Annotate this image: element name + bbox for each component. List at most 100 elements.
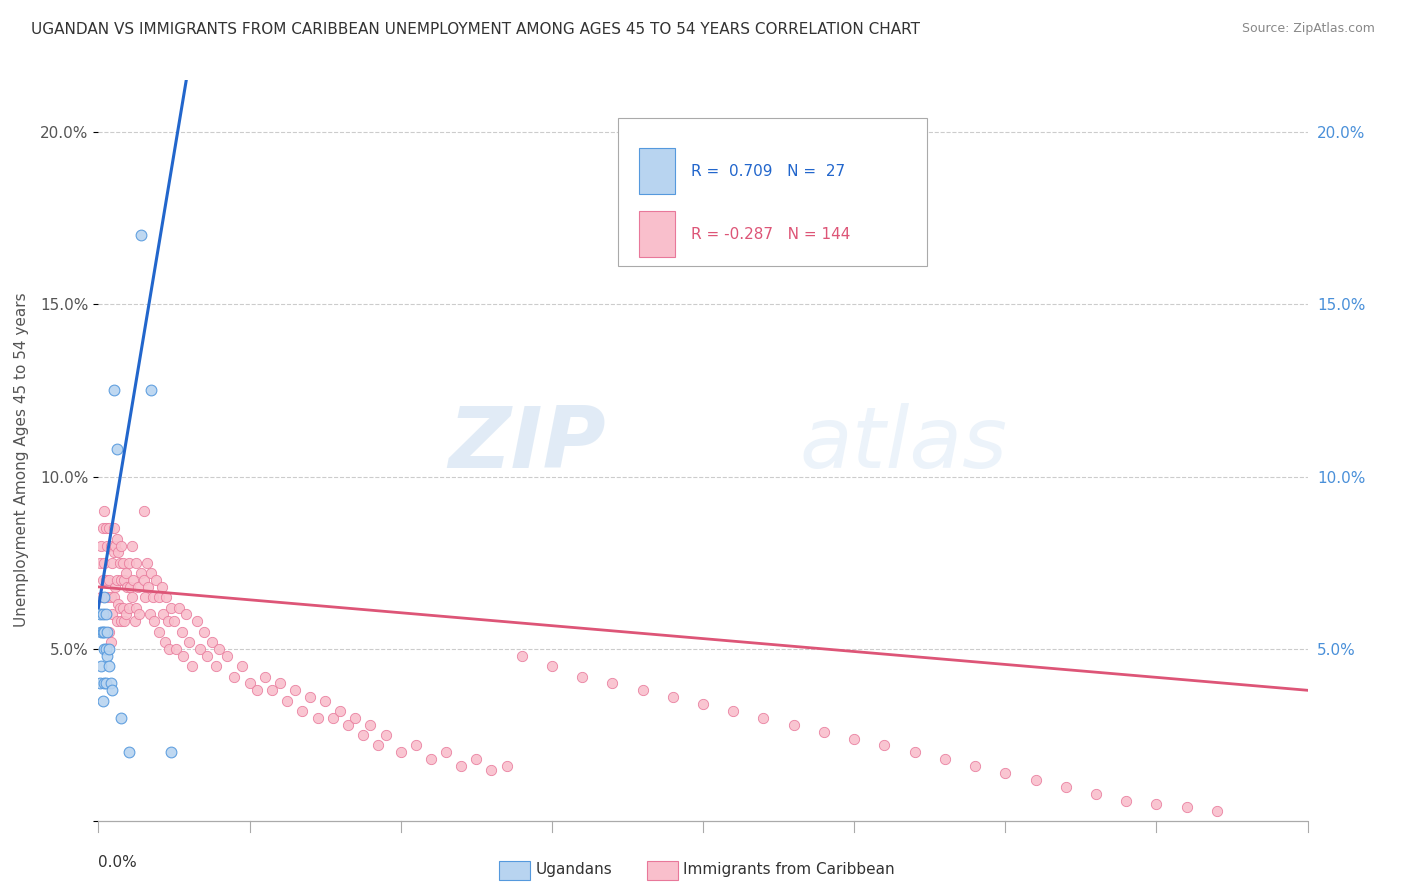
Point <box>179 635 201 649</box>
Point <box>661 690 683 705</box>
Point <box>111 556 134 570</box>
Point <box>112 573 135 587</box>
Point <box>360 717 382 731</box>
Text: Ugandans: Ugandans <box>536 863 613 877</box>
Point <box>124 615 146 629</box>
Point <box>481 763 503 777</box>
Point <box>405 739 427 753</box>
Point <box>112 615 135 629</box>
Point <box>103 545 125 559</box>
Point <box>450 759 472 773</box>
Point <box>145 573 167 587</box>
Point <box>110 615 132 629</box>
Point <box>93 607 115 622</box>
Point <box>434 745 457 759</box>
Point <box>276 693 298 707</box>
Point <box>284 683 307 698</box>
Point <box>105 573 128 587</box>
Point <box>329 704 352 718</box>
Point <box>128 607 150 622</box>
Point <box>136 580 159 594</box>
Point <box>105 532 128 546</box>
Point <box>336 717 359 731</box>
Point <box>93 591 115 605</box>
Point <box>114 566 136 581</box>
Point <box>90 624 112 639</box>
Point <box>96 591 118 605</box>
Text: ZIP: ZIP <box>449 402 606 486</box>
Point <box>103 591 125 605</box>
Point <box>94 642 117 657</box>
Point <box>160 745 183 759</box>
Point <box>571 669 593 683</box>
Point <box>165 642 187 657</box>
Point <box>150 580 173 594</box>
Point <box>344 711 367 725</box>
Point <box>110 573 132 587</box>
Point <box>188 642 211 657</box>
Point <box>91 607 114 622</box>
Point <box>155 591 177 605</box>
Point <box>93 642 115 657</box>
Point <box>314 693 336 707</box>
Point <box>89 607 111 622</box>
Point <box>813 724 835 739</box>
Text: Source: ZipAtlas.com: Source: ZipAtlas.com <box>1241 22 1375 36</box>
Point <box>994 766 1017 780</box>
Point <box>299 690 322 705</box>
Point <box>1024 772 1046 787</box>
Point <box>1085 787 1108 801</box>
Point <box>135 556 157 570</box>
Point <box>105 615 128 629</box>
Point <box>107 597 129 611</box>
Point <box>215 648 238 663</box>
Point <box>153 635 176 649</box>
Point <box>510 648 533 663</box>
Point <box>752 711 775 725</box>
Point <box>91 573 114 587</box>
Point <box>90 659 112 673</box>
Point <box>93 624 115 639</box>
Point <box>193 624 215 639</box>
Point <box>420 752 443 766</box>
Point <box>89 556 111 570</box>
Point <box>495 759 517 773</box>
Point <box>121 591 143 605</box>
Point <box>120 580 142 594</box>
Point <box>104 580 127 594</box>
Point <box>125 556 148 570</box>
Point <box>141 384 163 398</box>
Point <box>322 711 344 725</box>
Point <box>1206 804 1229 818</box>
Point <box>110 711 132 725</box>
Text: 0.0%: 0.0% <box>98 855 138 871</box>
Point <box>90 539 112 553</box>
Y-axis label: Unemployment Among Ages 45 to 54 years: Unemployment Among Ages 45 to 54 years <box>14 292 30 627</box>
Point <box>100 539 122 553</box>
Point <box>246 683 269 698</box>
Point <box>96 539 118 553</box>
Point <box>148 591 170 605</box>
Bar <box>638 148 675 194</box>
Point <box>118 556 141 570</box>
Point <box>904 745 927 759</box>
Point <box>224 669 246 683</box>
Point <box>873 739 896 753</box>
Point <box>208 642 231 657</box>
Point <box>93 504 115 518</box>
Point <box>152 607 174 622</box>
Point <box>121 539 143 553</box>
Point <box>129 566 152 581</box>
Point <box>844 731 866 746</box>
Point <box>93 556 115 570</box>
Point <box>110 539 132 553</box>
Point <box>783 717 806 731</box>
Point <box>122 573 145 587</box>
Point <box>159 642 181 657</box>
Point <box>98 659 121 673</box>
Point <box>602 676 624 690</box>
Text: R = -0.287   N = 144: R = -0.287 N = 144 <box>690 227 851 242</box>
Point <box>170 624 193 639</box>
Point <box>181 659 204 673</box>
Point <box>114 607 136 622</box>
